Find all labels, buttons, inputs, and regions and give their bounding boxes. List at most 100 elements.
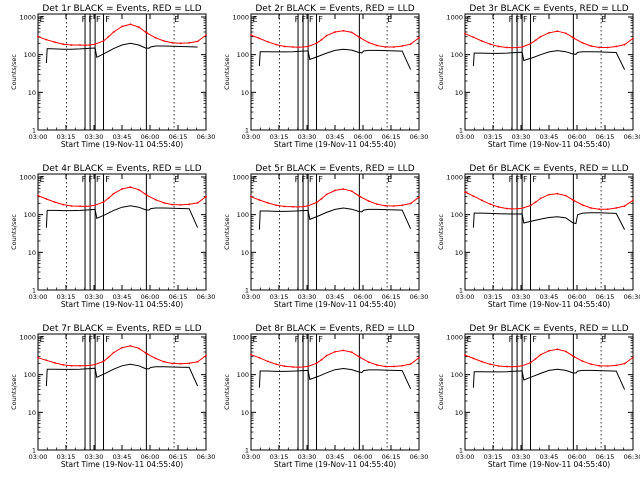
y-tick-label: 1 — [32, 447, 36, 455]
series-point-lld — [573, 199, 576, 202]
series-point-lld — [62, 203, 65, 206]
series-point-lld — [350, 351, 353, 354]
series-point-lld — [564, 194, 567, 197]
plot-frame — [37, 13, 207, 131]
x-tick-label: 03:30 — [298, 453, 317, 461]
flag-label: F — [295, 15, 300, 24]
series-point-lld — [489, 363, 492, 366]
series-point-lld — [529, 42, 532, 45]
y-tick-label: 1000 — [232, 173, 249, 181]
x-tick-label: 06:30 — [624, 133, 640, 141]
series-point-lld — [129, 186, 132, 188]
series-point-lld — [534, 201, 537, 204]
series-point-lld — [283, 45, 286, 48]
x-tick-label: 03:15 — [484, 133, 503, 141]
x-tick-label: 03:15 — [484, 293, 503, 301]
y-tick-label: 10 — [28, 409, 36, 417]
series-point-lld — [342, 349, 345, 352]
y-tick-label: 1000 — [446, 13, 463, 21]
x-tick-label: 06:30 — [197, 293, 216, 301]
flag-label: F — [96, 15, 101, 24]
panel-title: Det 3r BLACK = Events, RED = LLD — [469, 4, 628, 14]
series-point-lld — [615, 45, 618, 48]
panel-title: Det 8r BLACK = Events, RED = LLD — [255, 324, 414, 334]
series-point-lld — [511, 208, 513, 210]
series-point-lld — [283, 365, 286, 368]
series-point-lld — [196, 360, 199, 363]
series-point-lld — [266, 40, 269, 43]
x-tick-label: 03:00 — [242, 453, 261, 461]
series-point-lld — [144, 351, 147, 354]
series-point-lld — [359, 36, 362, 39]
flag-label: F — [96, 335, 101, 344]
series-point-lld — [529, 361, 532, 364]
panel-det-5: Det 5r BLACK = Events, RED = LLD 1 10 100 10… — [223, 164, 428, 309]
series-point-lld — [188, 203, 191, 206]
x-tick-label: 03:45 — [326, 133, 345, 141]
x-tick-label: 06:30 — [410, 133, 429, 141]
series-point-lld — [325, 354, 328, 357]
y-tick-label: 10 — [241, 89, 249, 97]
series-point-lld — [320, 197, 323, 200]
series-point-lld — [534, 357, 537, 360]
x-axis-label: Start Time (19-Nov-11 04:55:40) — [61, 460, 183, 469]
series-point-lld — [464, 191, 466, 193]
panel-title: Det 1r BLACK = Events, RED = LLD — [42, 4, 201, 14]
flag-label: E — [387, 15, 392, 24]
flag-label: E — [601, 175, 606, 184]
series-line-lld — [250, 349, 420, 368]
x-tick-label: 03:45 — [113, 293, 132, 301]
series-point-lld — [516, 46, 518, 49]
x-tick-label: 06:30 — [624, 453, 640, 461]
x-tick-label: 03:30 — [298, 293, 317, 301]
series-point-lld — [163, 202, 165, 204]
series-point-lld — [472, 195, 475, 198]
series-point-lld — [121, 25, 123, 28]
series-point-lld — [70, 44, 73, 46]
series-point-lld — [37, 356, 39, 359]
y-tick-label: 100 — [237, 211, 249, 219]
series-point-lld — [556, 30, 559, 33]
series-point-lld — [121, 188, 123, 190]
series-point-lld — [89, 205, 91, 207]
y-tick-label: 100 — [24, 371, 36, 379]
flag-label: F — [82, 335, 87, 344]
series-point-lld — [102, 40, 105, 42]
series-line-lld — [37, 23, 207, 46]
y-tick-label: 10 — [28, 249, 36, 257]
series-point-lld — [154, 36, 157, 39]
series-point-lld — [53, 362, 56, 364]
series-point-lld — [179, 362, 182, 365]
series-point-lld — [480, 360, 483, 363]
y-axis-label: Counts/sec — [437, 54, 445, 90]
series-point-lld — [275, 204, 278, 207]
series-point-lld — [325, 193, 328, 196]
x-tick-label: 06:15 — [596, 453, 615, 461]
x-tick-label: 06:30 — [624, 293, 640, 301]
series-point-lld — [107, 35, 110, 38]
series-point-lld — [606, 365, 609, 367]
x-tick-label: 06:00 — [568, 453, 587, 461]
flag-label: E — [467, 15, 472, 24]
x-tick-label: 06:15 — [169, 453, 188, 461]
series-point-lld — [367, 200, 370, 202]
flag-label: F — [105, 15, 110, 24]
y-tick-label: 1000 — [19, 13, 36, 21]
x-tick-label: 03:30 — [512, 293, 531, 301]
x-tick-label: 06:00 — [141, 453, 160, 461]
flag-label: F — [318, 175, 323, 184]
series-point-lld — [154, 357, 157, 360]
series-point-lld — [196, 40, 199, 43]
series-point-lld — [307, 365, 310, 368]
series-point-lld — [357, 194, 360, 197]
series-point-lld — [275, 363, 278, 366]
series-point-lld — [632, 356, 634, 359]
flag-label: E — [253, 175, 258, 184]
flag-label: E — [467, 175, 472, 184]
series-point-lld — [53, 201, 56, 204]
plot-frame — [250, 173, 420, 291]
series-point-lld — [302, 46, 304, 48]
y-axis-label: Counts/sec — [223, 374, 231, 410]
series-point-lld — [250, 195, 252, 198]
series-point-lld — [534, 39, 537, 42]
